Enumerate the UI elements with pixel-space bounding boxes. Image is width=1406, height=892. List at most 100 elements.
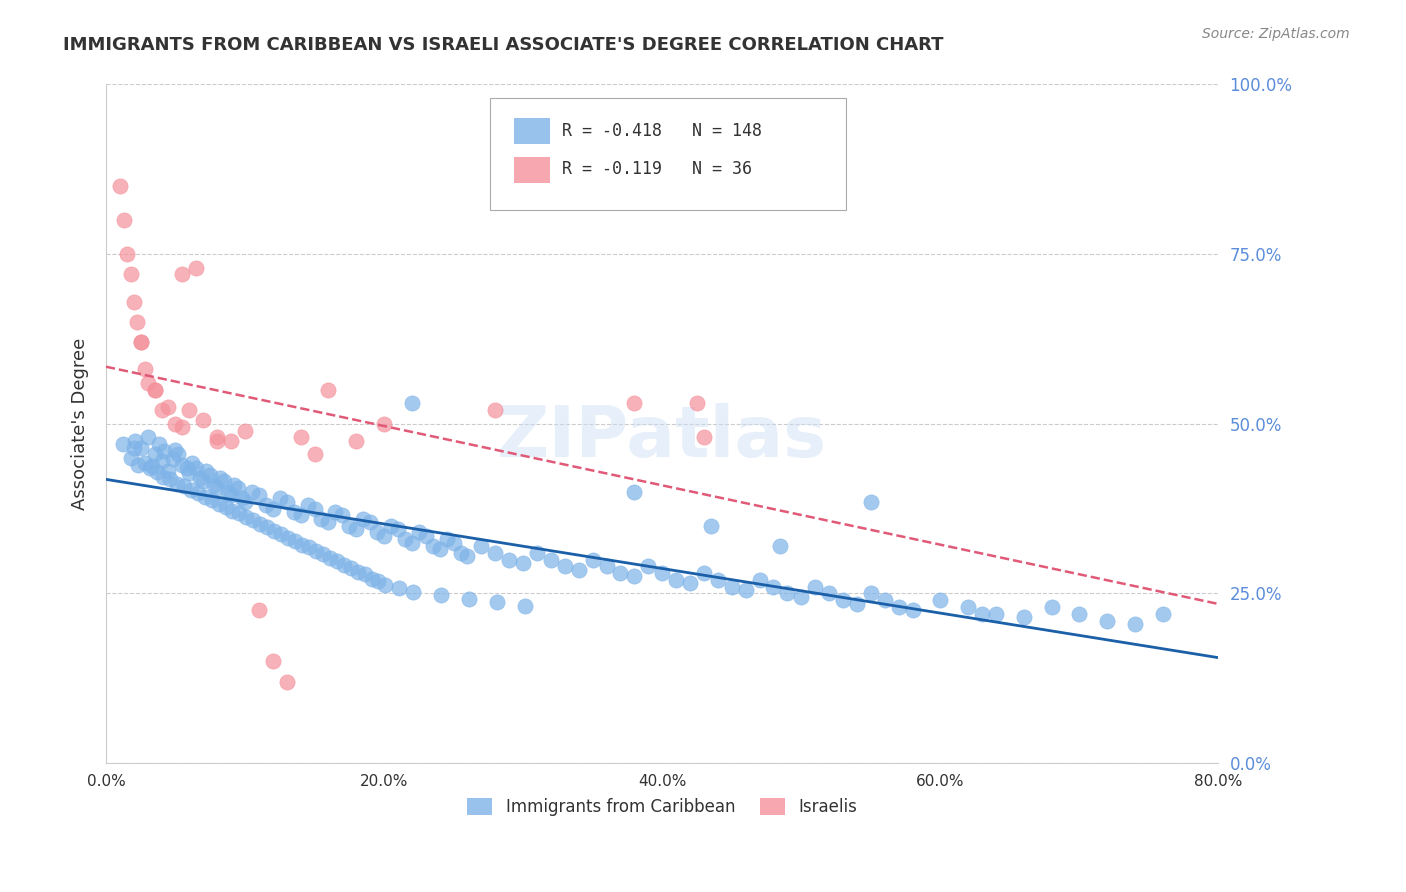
Point (176, 461, 198, 475)
Point (330, 508, 353, 523)
Point (115, 247, 138, 261)
Point (609, 566, 631, 580)
Point (887, 600, 910, 615)
Point (901, 603, 924, 617)
Point (679, 576, 702, 591)
Point (623, 484, 645, 499)
Point (233, 495, 256, 509)
Point (540, 552, 562, 566)
Point (228, 507, 250, 521)
Point (208, 471, 231, 485)
Point (1095, 614, 1118, 628)
Point (1012, 610, 1035, 624)
Point (124, 434, 146, 448)
Point (318, 383, 340, 397)
Point (165, 442, 187, 457)
Point (707, 573, 730, 587)
Point (1123, 617, 1146, 632)
Point (352, 512, 374, 526)
Point (456, 549, 478, 563)
Point (394, 532, 416, 546)
Point (194, 490, 217, 504)
Point (1040, 600, 1063, 615)
Point (166, 476, 188, 491)
Point (120, 450, 142, 465)
Legend: Immigrants from Caribbean, Israelis: Immigrants from Caribbean, Israelis (461, 791, 863, 822)
Point (247, 488, 270, 502)
Point (337, 518, 360, 533)
Point (367, 574, 389, 589)
Point (111, 437, 134, 451)
Point (262, 501, 284, 516)
Point (219, 434, 242, 448)
Point (748, 573, 770, 587)
Point (373, 529, 395, 543)
Point (297, 498, 319, 512)
Point (262, 654, 284, 668)
Point (387, 522, 409, 536)
Point (150, 403, 173, 417)
Point (270, 526, 292, 541)
Point (450, 546, 472, 560)
Point (769, 539, 792, 553)
Point (845, 597, 868, 611)
Point (172, 268, 194, 282)
Point (187, 486, 209, 500)
Point (734, 583, 756, 598)
Point (637, 559, 659, 574)
Point (129, 335, 152, 350)
Point (179, 403, 201, 417)
Point (415, 529, 437, 543)
Point (172, 420, 194, 434)
Point (143, 383, 166, 397)
Point (700, 518, 723, 533)
Point (159, 472, 181, 486)
Point (180, 483, 202, 498)
Point (120, 268, 142, 282)
Point (762, 580, 785, 594)
Point (720, 580, 742, 594)
Point (804, 580, 827, 594)
Point (240, 484, 263, 499)
Point (205, 481, 228, 495)
Point (498, 552, 520, 566)
Point (283, 505, 305, 519)
Point (205, 430, 228, 444)
Point (200, 467, 222, 482)
Point (776, 586, 799, 600)
Point (263, 524, 285, 538)
Point (360, 572, 382, 586)
FancyBboxPatch shape (489, 98, 846, 210)
Point (249, 517, 271, 532)
Point (512, 556, 534, 570)
Point (408, 525, 430, 540)
Point (457, 591, 479, 606)
Point (353, 567, 375, 582)
Point (212, 475, 235, 489)
Point (200, 492, 222, 507)
Point (651, 566, 673, 580)
Point (269, 491, 291, 506)
Point (136, 430, 159, 444)
Point (165, 417, 187, 431)
Point (430, 588, 453, 602)
Point (214, 500, 236, 514)
Point (231, 491, 253, 506)
Point (380, 518, 402, 533)
Point (148, 437, 170, 451)
Point (554, 559, 576, 574)
Point (859, 495, 882, 509)
Point (984, 607, 1007, 621)
Point (526, 546, 548, 560)
Point (568, 563, 591, 577)
Point (312, 547, 335, 561)
Point (122, 441, 145, 455)
Point (832, 593, 855, 607)
Point (277, 531, 299, 545)
Point (665, 573, 688, 587)
Point (190, 471, 212, 485)
Point (470, 539, 492, 553)
Point (136, 376, 159, 390)
Point (222, 478, 245, 492)
Text: ZIPatlas: ZIPatlas (498, 403, 827, 472)
